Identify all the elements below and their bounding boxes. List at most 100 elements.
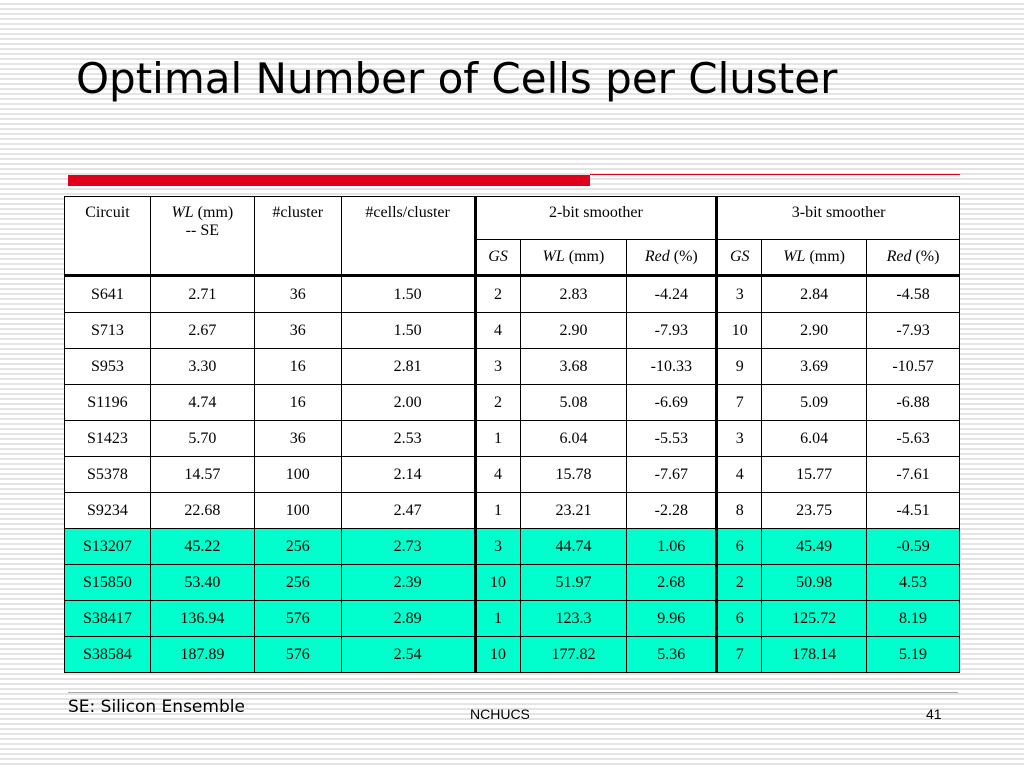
cell-wl-se: 2.67 (149, 312, 255, 349)
cell-3bit-red: -4.51 (866, 492, 960, 529)
cell-cluster: 36 (253, 312, 342, 349)
cell-2bit-gs: 10 (473, 564, 521, 601)
table-row: S1196 4.74 16 2.00 2 5.08 -6.69 7 5.09 -… (64, 384, 960, 421)
cell-2bit-wl: 2.83 (519, 275, 628, 313)
title-accent-bar (68, 175, 590, 186)
cell-3bit-gs: 10 (715, 312, 763, 349)
header-3bit-wl-text: WL (783, 248, 806, 265)
cell-2bit-wl: 23.21 (519, 492, 628, 529)
cell-cells-per-cluster: 1.50 (340, 312, 476, 349)
cell-3bit-gs: 4 (715, 456, 763, 493)
cell-3bit-wl: 5.09 (761, 384, 868, 421)
cell-3bit-red: -7.61 (866, 456, 960, 493)
cell-cells-per-cluster: 2.39 (340, 564, 476, 601)
cell-cells-per-cluster: 2.00 (340, 384, 476, 421)
header-3bit-gs-text: GS (729, 248, 750, 265)
header-2bit-gs-text: GS (488, 248, 508, 265)
cell-3bit-wl: 45.49 (761, 528, 868, 565)
header-3bit-red: Red (%) (866, 239, 960, 277)
title-accent-line (590, 174, 960, 175)
cell-circuit: S38417 (64, 600, 151, 637)
cell-wl-se: 2.71 (149, 275, 255, 313)
table-row: S953 3.30 16 2.81 3 3.68 -10.33 9 3.69 -… (64, 348, 960, 385)
cell-2bit-gs: 4 (473, 312, 521, 349)
results-table: Circuit WL (mm) -- SE #cluster #cells/clu… (64, 196, 960, 673)
cell-wl-se: 22.68 (149, 492, 255, 529)
cell-2bit-red: -10.33 (626, 348, 718, 385)
cell-2bit-wl: 15.78 (519, 456, 628, 493)
cell-cluster: 576 (253, 636, 342, 673)
cell-3bit-gs: 7 (715, 384, 763, 421)
cell-circuit: S9234 (64, 492, 151, 529)
cell-circuit: S641 (64, 275, 151, 313)
cell-circuit: S38584 (64, 636, 151, 673)
header-row-1: Circuit WL (mm) -- SE #cluster #cells/clu… (64, 196, 960, 277)
cell-3bit-red: -0.59 (866, 528, 960, 565)
cell-wl-se: 187.89 (149, 636, 255, 673)
table-row-highlighted: S15850 53.40 256 2.39 10 51.97 2.68 2 50… (64, 564, 960, 601)
header-cluster: #cluster (253, 196, 342, 277)
cell-2bit-wl: 3.68 (519, 348, 628, 385)
table-row: S641 2.71 36 1.50 2 2.83 -4.24 3 2.84 -4… (64, 275, 960, 313)
header-3bit-red-text: Red (886, 248, 912, 265)
cell-cluster: 256 (253, 564, 342, 601)
cell-3bit-wl: 178.14 (761, 636, 868, 673)
cell-3bit-wl: 50.98 (761, 564, 868, 601)
cell-3bit-wl: 125.72 (761, 600, 868, 637)
cell-cluster: 100 (253, 456, 342, 493)
header-3bit-wl-unit: (mm) (805, 248, 845, 265)
cell-wl-se: 45.22 (149, 528, 255, 565)
cell-2bit-red: -4.24 (626, 275, 718, 313)
header-3bit-smoother: 3-bit smoother (715, 196, 960, 240)
cell-cluster: 100 (253, 492, 342, 529)
header-2bit-red-unit: (%) (669, 248, 698, 265)
header-2bit-gs: GS (473, 239, 521, 277)
cell-2bit-wl: 123.3 (519, 600, 628, 637)
cell-3bit-wl: 2.84 (761, 275, 868, 313)
cell-2bit-wl: 2.90 (519, 312, 628, 349)
cell-cells-per-cluster: 2.73 (340, 528, 476, 565)
table-header: Circuit WL (mm) -- SE #cluster #cells/clu… (64, 196, 960, 277)
header-3bit-wl: WL (mm) (761, 239, 868, 277)
table-row: S1423 5.70 36 2.53 1 6.04 -5.53 3 6.04 -… (64, 420, 960, 457)
cell-cells-per-cluster: 2.14 (340, 456, 476, 493)
cell-cells-per-cluster: 2.81 (340, 348, 476, 385)
cell-3bit-wl: 23.75 (761, 492, 868, 529)
cell-cluster: 16 (253, 384, 342, 421)
cell-2bit-gs: 2 (473, 275, 521, 313)
cell-3bit-red: 5.19 (866, 636, 960, 673)
cell-3bit-wl: 2.90 (761, 312, 868, 349)
table-row: S5378 14.57 100 2.14 4 15.78 -7.67 4 15.… (64, 456, 960, 493)
cell-cells-per-cluster: 2.53 (340, 420, 476, 457)
cell-2bit-wl: 177.82 (519, 636, 628, 673)
cell-wl-se: 14.57 (149, 456, 255, 493)
cell-cluster: 36 (253, 420, 342, 457)
footer-divider (68, 692, 958, 693)
cell-wl-se: 4.74 (149, 384, 255, 421)
header-cells-per-cluster: #cells/cluster (340, 196, 476, 277)
footnote: SE: Silicon Ensemble (68, 697, 245, 717)
header-2bit-red-text: Red (644, 248, 670, 265)
header-3bit-gs: GS (715, 239, 763, 277)
cell-2bit-red: -7.93 (626, 312, 718, 349)
cell-cluster: 256 (253, 528, 342, 565)
header-3bit-red-unit: (%) (911, 248, 940, 265)
cell-circuit: S713 (64, 312, 151, 349)
cell-2bit-red: 9.96 (626, 600, 718, 637)
cell-3bit-gs: 6 (715, 600, 763, 637)
header-wl-se: WL (mm) -- SE (149, 196, 255, 277)
cell-2bit-gs: 4 (473, 456, 521, 493)
cell-circuit: S1196 (64, 384, 151, 421)
cell-2bit-gs: 2 (473, 384, 521, 421)
header-circuit: Circuit (64, 196, 151, 277)
cell-circuit: S953 (64, 348, 151, 385)
table-body: S641 2.71 36 1.50 2 2.83 -4.24 3 2.84 -4… (64, 275, 960, 673)
cell-circuit: S13207 (64, 528, 151, 565)
cell-circuit: S15850 (64, 564, 151, 601)
cell-2bit-red: 1.06 (626, 528, 718, 565)
table-row: S9234 22.68 100 2.47 1 23.21 -2.28 8 23.… (64, 492, 960, 529)
cell-3bit-gs: 6 (715, 528, 763, 565)
table-row-highlighted: S38584 187.89 576 2.54 10 177.82 5.36 7 … (64, 636, 960, 673)
cell-circuit: S5378 (64, 456, 151, 493)
cell-3bit-red: -7.93 (866, 312, 960, 349)
